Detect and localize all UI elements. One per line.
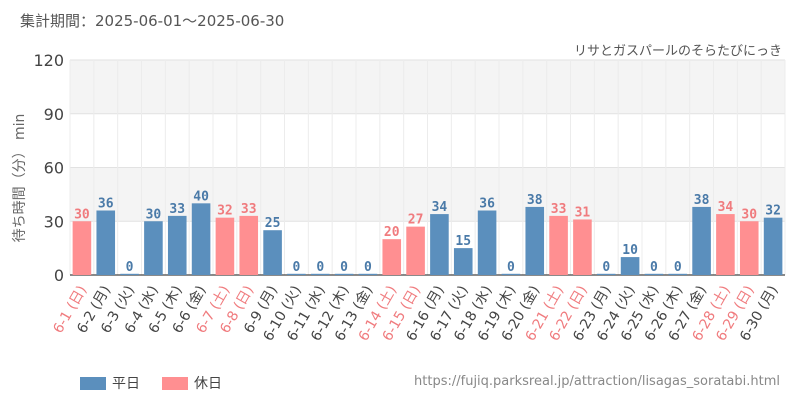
bar-value-label: 0 <box>602 260 610 275</box>
legend-item-holiday: 休日 <box>162 373 222 393</box>
bar <box>430 214 449 275</box>
legend-swatch-holiday <box>162 376 188 390</box>
bar-value-label: 27 <box>408 213 424 228</box>
legend-item-weekday: 平日 <box>80 373 140 393</box>
legend-label-holiday: 休日 <box>194 376 222 392</box>
bar-value-label: 31 <box>575 205 591 220</box>
bar <box>167 215 187 275</box>
bar-value-label: 0 <box>340 260 348 275</box>
bar <box>287 273 306 275</box>
bar-value-label: 0 <box>650 260 658 275</box>
bar <box>120 273 139 275</box>
legend-swatch-weekday <box>80 376 106 390</box>
bar-value-label: 0 <box>507 260 515 275</box>
y-tick-label: 90 <box>44 105 64 124</box>
bar-value-label: 0 <box>126 260 134 275</box>
bar-value-label: 32 <box>217 204 233 219</box>
legend-label-weekday: 平日 <box>112 376 140 392</box>
bar-value-label: 30 <box>74 207 90 222</box>
bar-value-label: 0 <box>674 260 682 275</box>
bar <box>716 214 735 275</box>
bar <box>620 257 640 275</box>
bar <box>334 273 354 275</box>
bar <box>239 215 259 275</box>
bar <box>310 273 330 275</box>
y-tick-label: 60 <box>44 159 64 178</box>
bar-value-label: 0 <box>293 260 301 275</box>
bar <box>191 203 211 275</box>
bar <box>358 273 378 275</box>
bar <box>549 215 568 275</box>
chart-x-ticks: 6-1 (日)6-2 (月)6-3 (火)6-4 (水)6-5 (木)6-6 (… <box>50 283 781 344</box>
bar-value-label: 30 <box>741 207 757 222</box>
bar <box>72 221 92 275</box>
chart-grid <box>69 59 786 276</box>
bar-value-label: 33 <box>241 202 257 217</box>
bar <box>501 273 521 275</box>
bar-value-label: 15 <box>455 234 471 249</box>
source-url[interactable]: https://fujiq.parksreal.jp/attraction/li… <box>414 374 780 389</box>
bar-value-label: 0 <box>364 260 372 275</box>
attraction-name: リサとガスパールのそらたびにっき <box>573 44 782 59</box>
bar-value-label: 20 <box>384 225 400 240</box>
y-axis-label: 待ち時間（分） min <box>12 114 28 243</box>
bar <box>144 221 163 275</box>
y-tick-label: 120 <box>33 51 64 70</box>
bar <box>596 273 616 275</box>
bar-value-label: 36 <box>479 197 495 212</box>
y-tick-label: 0 <box>54 266 64 285</box>
bar <box>692 206 711 275</box>
bar <box>477 210 497 275</box>
bar <box>644 273 664 275</box>
bar-value-label: 36 <box>98 197 114 212</box>
period-label: 集計期間：2025-06-01～2025-06-30 <box>20 12 285 30</box>
bar <box>763 217 783 275</box>
bar-value-label: 33 <box>551 202 567 217</box>
bar <box>382 239 402 275</box>
bar-value-label: 40 <box>193 189 209 204</box>
bar-value-label: 34 <box>432 200 448 215</box>
bar-value-label: 32 <box>765 204 781 219</box>
legend: 平日 休日 <box>80 373 244 393</box>
bar <box>739 221 759 275</box>
bar <box>573 219 592 275</box>
bar <box>668 273 688 275</box>
bar-value-label: 38 <box>694 193 710 208</box>
bar-value-label: 34 <box>718 200 734 215</box>
bar <box>525 206 545 275</box>
bar <box>263 230 282 275</box>
bar-value-label: 25 <box>265 216 281 231</box>
chart-y-ticks: 0 30 60 90 120 <box>33 51 64 285</box>
bar-value-label: 38 <box>527 193 543 208</box>
bar <box>453 248 473 275</box>
bar-value-label: 30 <box>146 207 162 222</box>
bar <box>96 210 116 275</box>
bar-value-label: 0 <box>316 260 324 275</box>
bar <box>215 217 235 275</box>
y-tick-label: 30 <box>44 212 64 231</box>
bar <box>406 226 425 275</box>
bar-value-label: 10 <box>622 243 638 258</box>
bar-value-label: 33 <box>169 202 185 217</box>
chart-bars <box>72 203 783 275</box>
